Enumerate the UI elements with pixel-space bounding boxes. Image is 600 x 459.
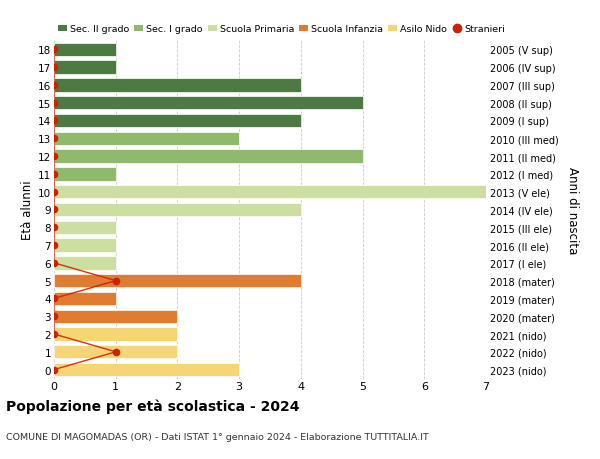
Bar [54,274,301,288]
Bar [54,292,116,305]
Bar [54,328,178,341]
Bar [54,62,116,75]
Bar [54,97,362,110]
Bar [54,168,116,181]
Bar [54,44,116,57]
Bar [54,239,116,252]
Y-axis label: Età alunni: Età alunni [21,180,34,240]
Text: COMUNE DI MAGOMADAS (OR) - Dati ISTAT 1° gennaio 2024 - Elaborazione TUTTITALIA.: COMUNE DI MAGOMADAS (OR) - Dati ISTAT 1°… [6,431,429,441]
Bar [54,257,116,270]
Bar [54,310,178,323]
Bar [54,79,301,92]
Bar [54,115,301,128]
Legend: Sec. II grado, Sec. I grado, Scuola Primaria, Scuola Infanzia, Asilo Nido, Stran: Sec. II grado, Sec. I grado, Scuola Prim… [54,22,509,38]
Bar [54,345,178,358]
Text: Popolazione per età scolastica - 2024: Popolazione per età scolastica - 2024 [6,398,299,413]
Bar [54,185,486,199]
Bar [54,221,116,235]
Y-axis label: Anni di nascita: Anni di nascita [566,167,579,253]
Bar [54,363,239,376]
Bar [54,150,362,163]
Bar [54,132,239,146]
Bar [54,203,301,217]
